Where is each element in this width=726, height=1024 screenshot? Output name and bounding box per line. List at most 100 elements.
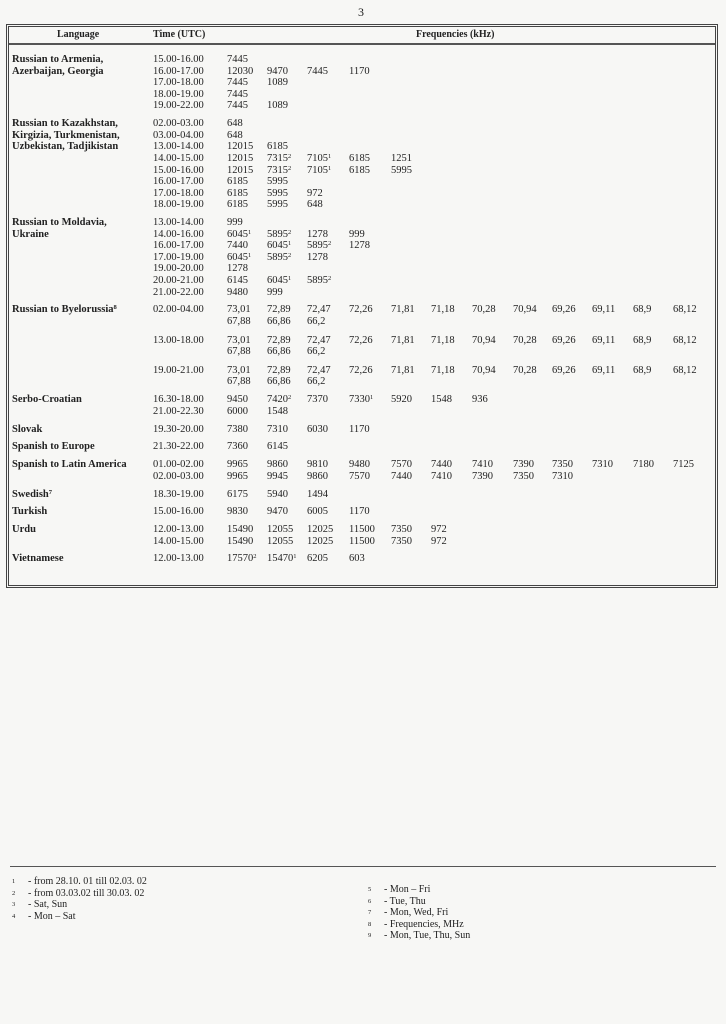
frequency-cell: 68,9 [633,364,652,376]
time-cell: 17.00-18.00 [153,187,204,199]
footnote-mark: 1 [293,553,297,561]
frequency-cell: 70,28 [513,364,537,376]
language-line: Turkish [12,506,48,518]
footnote-mark: 1 [370,394,374,402]
frequency-cell: 1089 [267,100,288,112]
footnote-mark: 2 [288,394,292,402]
footnote: 1 - from 28.10. 01 till 02.03. 02 [12,876,147,888]
table-row: 14.00-15.00 15490 12055 12025 11500 7350 972 [9,536,715,548]
frequency-cell: 7390 [513,459,534,471]
table-row: 19.00-20.00 1278 [9,263,715,275]
frequency-cell: 972 [431,535,447,547]
language-group: Vietnamese 12.00-13.00 175702 154701 6205 603 [9,553,715,565]
frequency-cell: 72,89 [267,304,291,316]
frequency-cell: 648 [307,199,323,211]
frequency-cell: 5995 [391,164,412,176]
footnote-number: 2 [12,889,16,897]
language-group: Slovak 19.30-20.00 7380 7310 6030 1170 [9,424,715,436]
language-line: Slovak [12,423,43,435]
language-line: Uzbekistan, Tadjikistan [12,141,119,153]
time-cell: 18.30-19.00 [153,488,204,500]
frequency-cell: 66,2 [307,316,326,328]
frequency-cell: 9860 [267,459,288,471]
frequency-cell: 58952 [267,229,291,241]
time-cell: 16.00-17.00 [153,240,204,252]
frequency-cell: 9860 [307,470,328,482]
time-cell: 21.30-22.00 [153,441,204,453]
language-name: Russian to Byelorussia8 [12,304,117,316]
frequency-cell: 7370 [307,394,328,406]
footnote-divider [10,866,716,867]
header-frequencies: Frequencies (kHz) [416,29,495,40]
frequency-cell: 1494 [307,488,328,500]
table-row: 17.00-18.00 7445 1089 [9,77,715,89]
footnote-text: - Tue, Thu [384,895,426,907]
frequency-cell: 7410 [431,470,452,482]
frequency-cell: 154701 [267,553,297,565]
frequency-cell: 7445 [227,54,248,65]
frequency-cell: 72,47 [307,304,331,316]
table-row: 21.00-22.00 9480 999 [9,287,715,299]
language-name: Spanish to Europe [12,441,95,453]
language-line: Kirgizia, Turkmenistan, [12,129,120,141]
table-row: 19.30-20.00 7380 7310 6030 1170 [9,424,715,436]
frequency-cell: 73,01 [227,304,251,316]
footnote: 9 - Mon, Tue, Thu, Sun [368,930,470,942]
frequency-cell: 70,94 [472,334,496,346]
frequency-cell: 7440 [431,459,452,471]
footnote-number: 3 [12,901,16,908]
table-row: 21.30-22.00 7360 6145 [9,441,715,453]
frequency-cell: 69,26 [552,364,576,376]
frequency-cell: 6185 [349,152,370,164]
footnote-mark: 1 [248,228,252,236]
frequency-cell: 6145 [227,275,248,287]
language-name: Swedish7 [12,489,52,501]
footnote-mark: 1 [328,164,332,172]
footnote-number: 9 [368,932,372,939]
frequency-cell: 9470 [267,65,288,77]
frequency-cell: 67,88 [227,346,251,358]
table-row: 14.00-16.00 60451 58952 1278 999 [9,229,715,241]
language-group: Spanish to Europe 21.30-22.00 7360 6145 [9,441,715,453]
frequency-cell: 12015 [227,141,254,153]
footnote-text: - Sat, Sun [28,899,68,910]
footnote-mark: 2 [288,251,292,259]
language-group: Swedish7 18.30-19.00 6175 5940 1494 [9,489,715,501]
table-row: 16.00-17.00 7440 60451 58952 1278 [9,240,715,252]
frequency-cell: 6175 [227,488,248,500]
frequency-cell: 7125 [673,459,694,471]
frequency-cell: 71,18 [431,304,455,316]
language-group: Russian to Armenia, Azerbaijan, Georgia 15… [9,54,715,112]
time-cell: 17.00-19.00 [153,251,204,263]
table-row: 13.00-14.00 999 [9,217,715,229]
footnote: 7 - Mon, Wed, Fri [368,907,470,919]
time-cell: 15.00-16.00 [153,54,204,65]
frequency-cell: 11500 [349,524,375,536]
frequency-cell: 1548 [431,394,452,406]
table-row: 20.00-21.00 6145 60451 58952 [9,275,715,287]
time-cell: 01.00-02.00 [153,459,204,471]
time-cell: 14.00-16.00 [153,228,204,240]
frequency-cell: 11500 [349,535,375,547]
frequency-cell: 12015 [227,164,254,176]
language-name: Russian to Moldavia, Ukraine [12,217,107,240]
frequency-cell: 72,89 [267,334,291,346]
language-line: Urdu [12,524,36,536]
footnote-text: - from 03.03.02 till 30.03. 02 [28,887,145,899]
table-row: 12.00-13.00 15490 12055 12025 11500 7350 972 [9,524,715,536]
frequency-cell: 68,9 [633,334,652,346]
table-row: 02.00-03.00 9965 9945 9860 7570 7440 7410 7390 7… [9,471,715,483]
frequency-cell: 15490 [227,524,254,536]
frequency-cell: 73,01 [227,334,251,346]
frequency-cell: 5920 [391,394,412,406]
frequency-cell: 7390 [472,470,493,482]
frequency-cell: 7445 [307,65,328,77]
frequency-value: 17570 [227,553,254,565]
frequency-cell: 7310 [552,470,573,482]
frequency-cell: 9480 [227,286,248,298]
frequency-cell: 69,26 [552,304,576,316]
footnote: 3 - Sat, Sun [12,899,147,911]
language-name: Slovak [12,424,42,436]
table-row: 03.00-04.00 648 [9,130,715,142]
frequency-cell: 7445 [227,100,248,112]
